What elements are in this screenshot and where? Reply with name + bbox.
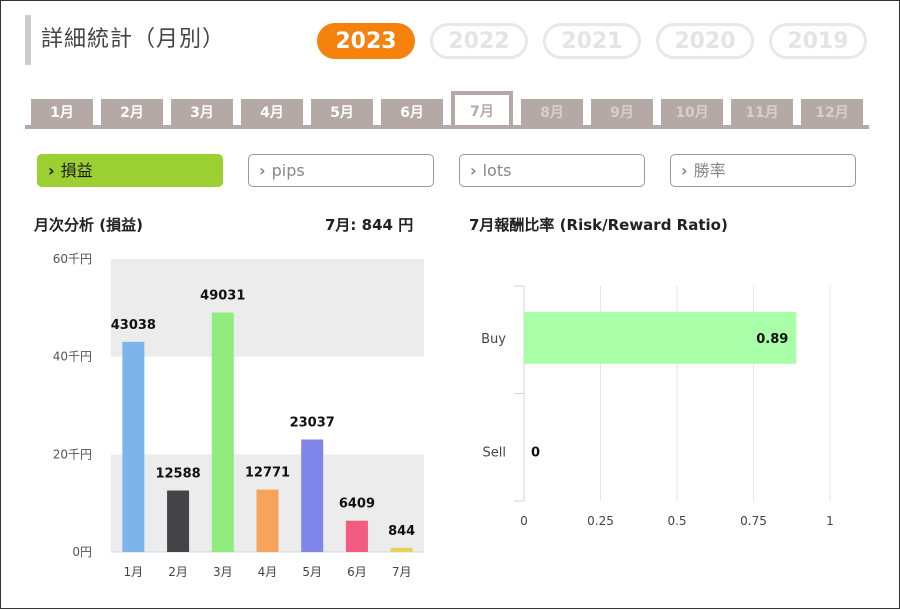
year-button-2023[interactable]: 2023 [317,23,415,59]
metric-label: lots [482,161,512,180]
y-category-label: Buy [481,332,506,347]
month-tab-12[interactable]: 12月 [801,99,863,127]
year-button-2020[interactable]: 2020 [656,23,754,59]
bar-Buy [524,311,797,364]
month-tab-1[interactable]: 1月 [31,99,93,127]
rr-chart-title: 7月報酬比率 (Risk/Reward Ratio) [469,216,728,234]
bar-value-label: 12771 [245,466,290,481]
bar-6月 [345,520,368,552]
title-accent-bar [25,15,31,65]
month-tab-7[interactable]: 7月 [451,91,513,129]
month-tab-4[interactable]: 4月 [241,99,303,127]
bar-7月 [390,547,413,552]
year-button-2019[interactable]: 2019 [769,23,867,59]
bar-3月 [211,312,234,552]
bar-value-label: 43038 [111,318,156,333]
x-tick-label: 6月 [347,565,367,579]
y-tick-label: 60千円 [53,252,92,266]
metric-button-3[interactable]: › lots [459,154,645,187]
grid-band [111,259,424,357]
chevron-right-icon: › [681,161,688,180]
month-tab-3[interactable]: 3月 [171,99,233,127]
monthly-chart-title: 月次分析 (損益) [34,216,143,234]
x-tick-label: 0 [520,514,528,528]
bar-value-label: 49031 [200,289,245,304]
y-tick-label: 0円 [72,545,92,559]
bar-2月 [167,490,190,552]
risk-reward-chart: 0 0.25 0.5 0.75 1 Buy 0.89 Sell 0 [481,285,834,528]
x-tick-label: 1月 [124,565,144,579]
month-tab-11[interactable]: 11月 [731,99,793,127]
month-tab-10[interactable]: 10月 [661,99,723,127]
y-tick-label: 40千円 [53,350,92,364]
bar-value-label: 23037 [290,416,335,431]
bar-5月 [301,439,324,552]
metric-label: 損益 [60,161,93,180]
metric-label: pips [271,161,305,180]
month-tab-2[interactable]: 2月 [101,99,163,127]
metric-button-1[interactable]: › 損益 [37,154,223,187]
page-title: 詳細統計（月別） [41,27,226,52]
x-tick-label: 0.5 [667,514,686,528]
month-tab-5[interactable]: 5月 [311,99,373,127]
month-tabs-baseline [25,125,869,129]
x-tick-label: 7月 [392,565,412,579]
x-tick-label: 4月 [258,565,278,579]
metric-button-2[interactable]: › pips [248,154,434,187]
monthly-summary: 7月: 844 円 [325,216,414,234]
x-tick-label: 0.25 [587,514,614,528]
chevron-right-icon: › [48,161,55,180]
chevron-right-icon: › [259,161,266,180]
year-button-2022[interactable]: 2022 [430,23,528,59]
bar-1月 [122,341,145,552]
bar-value-label: 0.89 [756,332,788,347]
x-tick-label: 3月 [213,565,233,579]
y-tick-label: 20千円 [53,447,92,461]
x-tick-label: 2月 [168,565,188,579]
month-tab-8[interactable]: 8月 [521,99,583,127]
chevron-right-icon: › [470,161,477,180]
bar-value-label: 844 [388,524,415,539]
x-tick-label: 1 [826,514,834,528]
x-tick-label: 5月 [302,565,322,579]
bar-value-label: 0 [531,445,540,460]
x-tick-label: 0.75 [740,514,767,528]
year-button-2021[interactable]: 2021 [543,23,641,59]
bar-4月 [256,489,279,552]
y-category-label: Sell [483,445,506,460]
monthly-pnl-chart: 0円 20千円 40千円 60千円 43038 1月 12588 2月 49031 3月 12771… [53,252,424,579]
metric-label: 勝率 [693,161,726,180]
month-tab-9[interactable]: 9月 [591,99,653,127]
bar-value-label: 6409 [339,497,375,512]
month-tab-6[interactable]: 6月 [381,99,443,127]
metric-button-4[interactable]: › 勝率 [670,154,856,187]
bar-value-label: 12588 [155,467,200,482]
